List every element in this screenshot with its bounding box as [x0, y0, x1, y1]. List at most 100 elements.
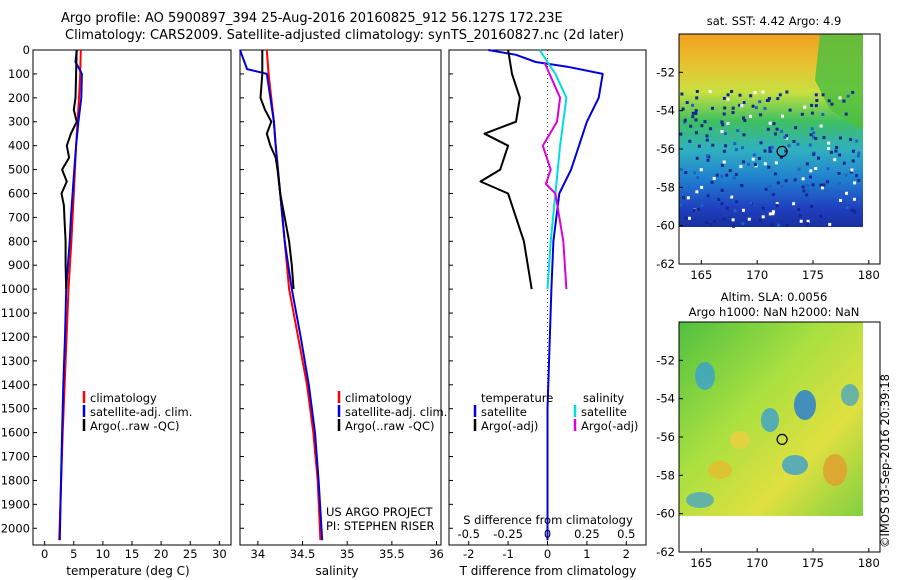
sst-pixel [711, 106, 714, 110]
sla-eddy [730, 431, 750, 449]
sst-pixel [826, 167, 830, 171]
sst-pixel [768, 146, 772, 150]
x-tick-label: 5 [70, 547, 77, 561]
sst-pixel [767, 97, 771, 100]
sst-pixel [726, 122, 730, 125]
depth-tick-label: 1900 [1, 497, 30, 511]
x-tick-label: 0 [41, 547, 48, 561]
sst-pixel [764, 187, 768, 191]
sst-pixel [715, 173, 719, 177]
sst-pixel [785, 90, 789, 94]
map-x-tick-label: 165 [690, 268, 712, 282]
series-line [488, 49, 604, 541]
sst-pixel [720, 174, 724, 178]
sst-pixel [720, 120, 724, 124]
sst-pixel [738, 103, 742, 107]
sst-pixel [725, 206, 729, 210]
sst-pixel [720, 202, 724, 206]
sst-pixel [819, 183, 823, 187]
sla-map-panel: Altim. SLA: 0.0056 Argo h1000: NaN h2000… [656, 290, 881, 570]
sst-land-patch [815, 34, 863, 130]
sst-pixel [838, 136, 842, 140]
sst-pixel [689, 124, 693, 128]
sst-pixel [774, 161, 778, 165]
sst-pixel [805, 193, 809, 197]
salinity-panel: 34 34.5 35 35.5 36 salinity climatology sate… [239, 49, 447, 578]
map-y-tick-label: -62 [656, 545, 675, 559]
sst-pixel [822, 136, 826, 140]
sst-pixel [819, 124, 823, 128]
sst-pixel [768, 184, 772, 188]
sst-pixel [838, 153, 842, 157]
sst-pixel [798, 214, 802, 218]
map-y-tick-label: -54 [656, 392, 675, 406]
sst-pixel [765, 99, 769, 102]
sst-pixel [691, 115, 695, 119]
sst-pixel [758, 100, 762, 104]
sst-pixel [730, 90, 734, 93]
sst-pixel [717, 198, 721, 201]
depth-tick-label: 400 [8, 139, 30, 153]
sst-pixel [754, 106, 758, 110]
sst-pixel [785, 223, 789, 227]
x-tick-label: 2 [623, 547, 630, 561]
sst-pixel [845, 191, 848, 195]
sst-pixel [768, 212, 772, 216]
sst-pixel [778, 93, 782, 97]
sst-pixel [857, 151, 861, 155]
salinity-axes-frame [239, 49, 442, 546]
sst-pixel [730, 195, 734, 199]
sst-pixel [738, 93, 742, 97]
sst-pixel [733, 209, 737, 213]
sst-pixel [695, 96, 699, 100]
sst-pixel [721, 123, 725, 127]
legend-label-satellite: satellite-adj. clim. [345, 405, 447, 419]
sst-pixel [849, 138, 853, 142]
series-line [60, 49, 78, 290]
temperature-xlabel: temperature (deg C) [66, 564, 189, 578]
sst-pixel [740, 184, 744, 187]
sst-pixel [705, 221, 709, 225]
sst-pixel [684, 216, 688, 220]
x-tick-label: -2 [463, 547, 474, 561]
sst-pixel [757, 156, 761, 160]
argo-position-marker [776, 433, 788, 445]
salinity-xlabel: salinity [315, 564, 358, 578]
sst-pixel [768, 149, 772, 153]
sla-eddy [841, 384, 859, 406]
sst-pixel [759, 113, 763, 117]
sst-pixel [700, 124, 704, 128]
sst-pixel [739, 165, 743, 169]
depth-tick-label: 1600 [1, 426, 30, 440]
x-tick-label: 15 [125, 547, 140, 561]
sst-pixel [842, 161, 846, 165]
sst-pixel [761, 90, 765, 94]
legend-label-argo: Argo(..raw -QC) [345, 419, 435, 433]
sst-pixel [769, 192, 773, 196]
temperature-legend: climatology satellite-adj. clim. Argo(..… [82, 391, 192, 433]
sst-pixel [725, 173, 729, 177]
sst-pixel [779, 155, 783, 159]
legend-header-temperature: temperature [481, 391, 553, 405]
sst-pixel [679, 132, 683, 136]
sst-pixel [759, 219, 762, 222]
depth-tick-label: 1200 [1, 330, 30, 344]
s-difference-label: S difference from climatology [463, 513, 633, 527]
sst-pixel [722, 96, 726, 100]
sst-pixel [801, 177, 805, 181]
sst-pixel [800, 112, 804, 116]
sst-pixel [827, 147, 831, 150]
sst-pixel [829, 150, 833, 154]
legend-header-salinity: salinity [583, 391, 624, 405]
sst-pixel [720, 130, 724, 133]
sst-pixel [772, 122, 776, 126]
sst-pixel [723, 132, 727, 136]
sst-map-ticks: 165 170 175 180 -52 -54 -56 -58 -60 -62 [656, 65, 880, 282]
t-difference-xlabel: T difference from climatology [459, 564, 637, 578]
sst-pixel [688, 139, 692, 143]
sla-map-subtitle: Argo h1000: NaN h2000: NaN [689, 305, 860, 319]
sst-pixel [830, 102, 834, 106]
sst-pixel [814, 137, 818, 140]
sla-eddy [782, 455, 808, 475]
sst-pixel [722, 160, 726, 164]
